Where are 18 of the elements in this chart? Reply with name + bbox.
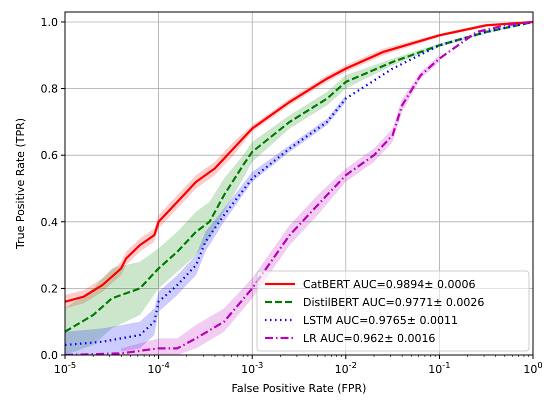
y-tick-label: 0.2: [40, 282, 58, 296]
legend-label: LR AUC=0.962± 0.0016: [303, 332, 436, 345]
x-tick-label: 10$^{-1}$: [428, 360, 451, 376]
x-tick-label: 10$^{-5}$: [54, 360, 76, 376]
legend-label: DistilBERT AUC=0.9771± 0.0026: [303, 296, 484, 309]
x-axis-title: False Positive Rate (FPR): [232, 382, 366, 395]
y-tick-label: 0.8: [40, 82, 58, 96]
y-tick-label: 1.0: [40, 16, 58, 29]
y-tick-label: 0.4: [40, 216, 58, 229]
x-tick-label: 10$^{-4}$: [147, 360, 170, 376]
y-axis-title: True Positive Rate (TPR): [14, 118, 27, 250]
x-tick-label: 10$^{-2}$: [334, 360, 357, 376]
x-tick-label: 10$^{-3}$: [241, 360, 264, 376]
y-tick-label: 0.6: [40, 149, 58, 162]
legend-label: CatBERT AUC=0.9894± 0.0006: [303, 278, 476, 291]
legend-label: LSTM AUC=0.9765± 0.0011: [303, 314, 458, 327]
y-tick-label: 0.0: [40, 349, 58, 362]
x-tick-label: 10$^{0}$: [523, 360, 543, 376]
